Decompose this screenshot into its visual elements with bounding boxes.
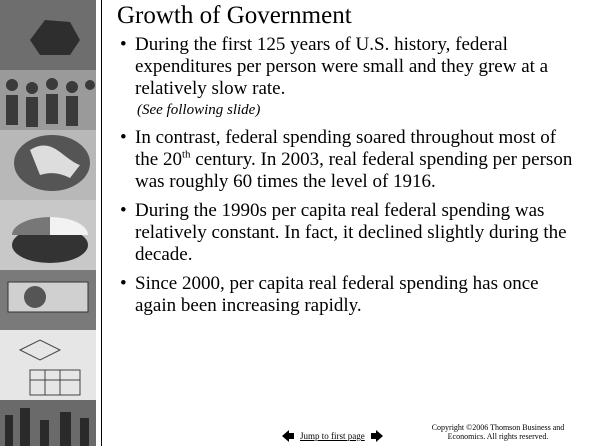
bullet: In contrast, federal spending soared thr…	[118, 127, 575, 193]
superscript: th	[182, 149, 191, 161]
slide-title: Growth of Government	[117, 2, 352, 30]
prev-arrow[interactable]	[282, 430, 294, 442]
bullet-text: Since 2000, per capita real federal spen…	[135, 273, 539, 316]
bullet: Since 2000, per capita real federal spen…	[118, 273, 575, 317]
slide: {"slide": { "title": "Growth of Governme…	[0, 0, 591, 446]
jump-link[interactable]: Jump to first page	[300, 431, 365, 441]
bullet-text: century. In 2003, real federal spending …	[135, 149, 572, 192]
bullet-list: During the first 125 years of U.S. histo…	[118, 34, 588, 324]
image-strip	[0, 0, 96, 446]
bullet-text: During the first 125 years of U.S. histo…	[135, 34, 548, 99]
bullet-text: During the 1990s per capita real federal…	[135, 200, 567, 265]
bullet: During the first 125 years of U.S. histo…	[118, 34, 575, 120]
footer-nav: Jump to first page	[282, 429, 383, 443]
bullet-note: (See following slide)	[135, 100, 575, 120]
bullet: During the 1990s per capita real federal…	[118, 200, 575, 266]
divider	[101, 0, 102, 446]
copyright: Copyright ©2006 Thomson Business and Eco…	[430, 423, 566, 441]
next-arrow[interactable]	[371, 430, 383, 442]
